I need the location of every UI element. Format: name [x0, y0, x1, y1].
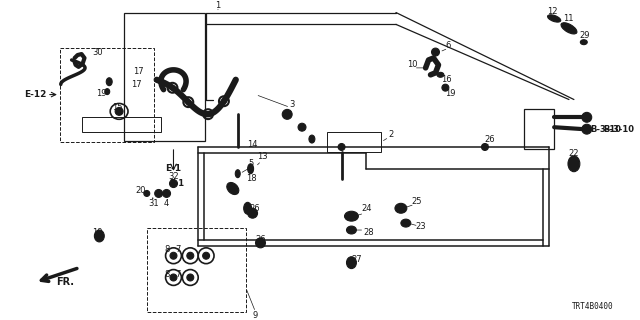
Bar — [147, 228, 246, 312]
Text: 1: 1 — [215, 1, 221, 10]
Ellipse shape — [248, 208, 257, 218]
Ellipse shape — [94, 230, 104, 242]
Text: 2: 2 — [388, 130, 394, 139]
Text: 26: 26 — [484, 135, 495, 144]
Text: B-3-10: B-3-10 — [590, 125, 621, 134]
Text: 15: 15 — [112, 103, 122, 112]
Text: 5: 5 — [248, 159, 253, 168]
Ellipse shape — [236, 170, 240, 178]
Ellipse shape — [437, 72, 444, 77]
Text: 3: 3 — [289, 100, 295, 109]
Ellipse shape — [346, 226, 356, 234]
Text: FR.: FR. — [56, 277, 74, 287]
Ellipse shape — [255, 238, 266, 248]
Text: 26: 26 — [249, 204, 260, 213]
Circle shape — [203, 252, 209, 259]
Ellipse shape — [344, 211, 358, 221]
Text: TRT4B0400: TRT4B0400 — [572, 302, 614, 311]
Text: 31: 31 — [148, 199, 159, 208]
Bar — [124, 12, 205, 141]
Text: 17: 17 — [134, 67, 144, 76]
Text: 13: 13 — [257, 152, 268, 161]
Ellipse shape — [561, 23, 577, 34]
Text: 26: 26 — [255, 236, 266, 244]
Circle shape — [186, 100, 191, 105]
Ellipse shape — [309, 135, 315, 143]
Ellipse shape — [227, 182, 239, 195]
Text: 11: 11 — [563, 14, 573, 23]
Ellipse shape — [582, 124, 592, 134]
Text: 19: 19 — [445, 89, 456, 98]
Text: 8: 8 — [164, 270, 169, 279]
Text: 19: 19 — [96, 89, 106, 98]
Circle shape — [163, 189, 170, 197]
Text: 29: 29 — [580, 31, 590, 40]
Ellipse shape — [298, 123, 306, 131]
Bar — [525, 109, 554, 149]
Text: 7: 7 — [176, 270, 181, 279]
Ellipse shape — [395, 203, 407, 213]
Ellipse shape — [282, 109, 292, 119]
Text: 24: 24 — [361, 204, 372, 213]
Ellipse shape — [431, 48, 440, 56]
Text: 30: 30 — [92, 48, 102, 57]
Ellipse shape — [582, 112, 592, 122]
Text: 6: 6 — [445, 41, 451, 50]
Circle shape — [155, 189, 163, 197]
Ellipse shape — [401, 219, 411, 227]
Text: 12: 12 — [547, 7, 557, 16]
Text: •: • — [150, 196, 154, 201]
Circle shape — [205, 112, 211, 117]
Circle shape — [187, 274, 194, 281]
Bar — [81, 117, 161, 132]
Ellipse shape — [170, 180, 177, 188]
Ellipse shape — [568, 156, 580, 172]
Text: 23: 23 — [415, 221, 426, 231]
Circle shape — [221, 99, 227, 104]
Ellipse shape — [144, 190, 150, 196]
Circle shape — [170, 85, 175, 90]
Text: 27: 27 — [351, 255, 362, 264]
Text: 8: 8 — [164, 245, 169, 254]
Ellipse shape — [338, 143, 345, 150]
Text: E-1: E-1 — [169, 179, 184, 188]
Ellipse shape — [105, 89, 109, 95]
Circle shape — [170, 274, 177, 281]
Text: E-1: E-1 — [165, 164, 182, 173]
Ellipse shape — [106, 78, 112, 86]
Text: 18: 18 — [246, 174, 257, 183]
Text: 17: 17 — [131, 80, 141, 89]
Bar — [60, 48, 154, 142]
Ellipse shape — [548, 15, 561, 22]
Text: 25: 25 — [412, 197, 422, 206]
Circle shape — [170, 252, 177, 259]
Text: 19: 19 — [92, 228, 102, 237]
Ellipse shape — [115, 108, 123, 115]
Text: E-12: E-12 — [24, 90, 46, 99]
Ellipse shape — [346, 257, 356, 268]
Ellipse shape — [442, 84, 449, 91]
Bar — [327, 132, 381, 152]
Ellipse shape — [248, 164, 253, 174]
Text: 22: 22 — [569, 149, 579, 158]
Text: 14: 14 — [247, 140, 258, 148]
Ellipse shape — [481, 143, 488, 150]
Text: 32: 32 — [168, 172, 179, 181]
Text: 7: 7 — [176, 245, 181, 254]
Text: 28: 28 — [363, 228, 374, 236]
Ellipse shape — [244, 202, 252, 214]
Circle shape — [187, 252, 194, 259]
Text: 16: 16 — [441, 75, 452, 84]
Text: 9: 9 — [253, 311, 258, 320]
Text: 4: 4 — [164, 199, 169, 208]
Text: 10: 10 — [408, 60, 418, 69]
Ellipse shape — [580, 40, 588, 45]
Text: B-3-10: B-3-10 — [604, 125, 635, 134]
Text: 20: 20 — [136, 186, 146, 195]
